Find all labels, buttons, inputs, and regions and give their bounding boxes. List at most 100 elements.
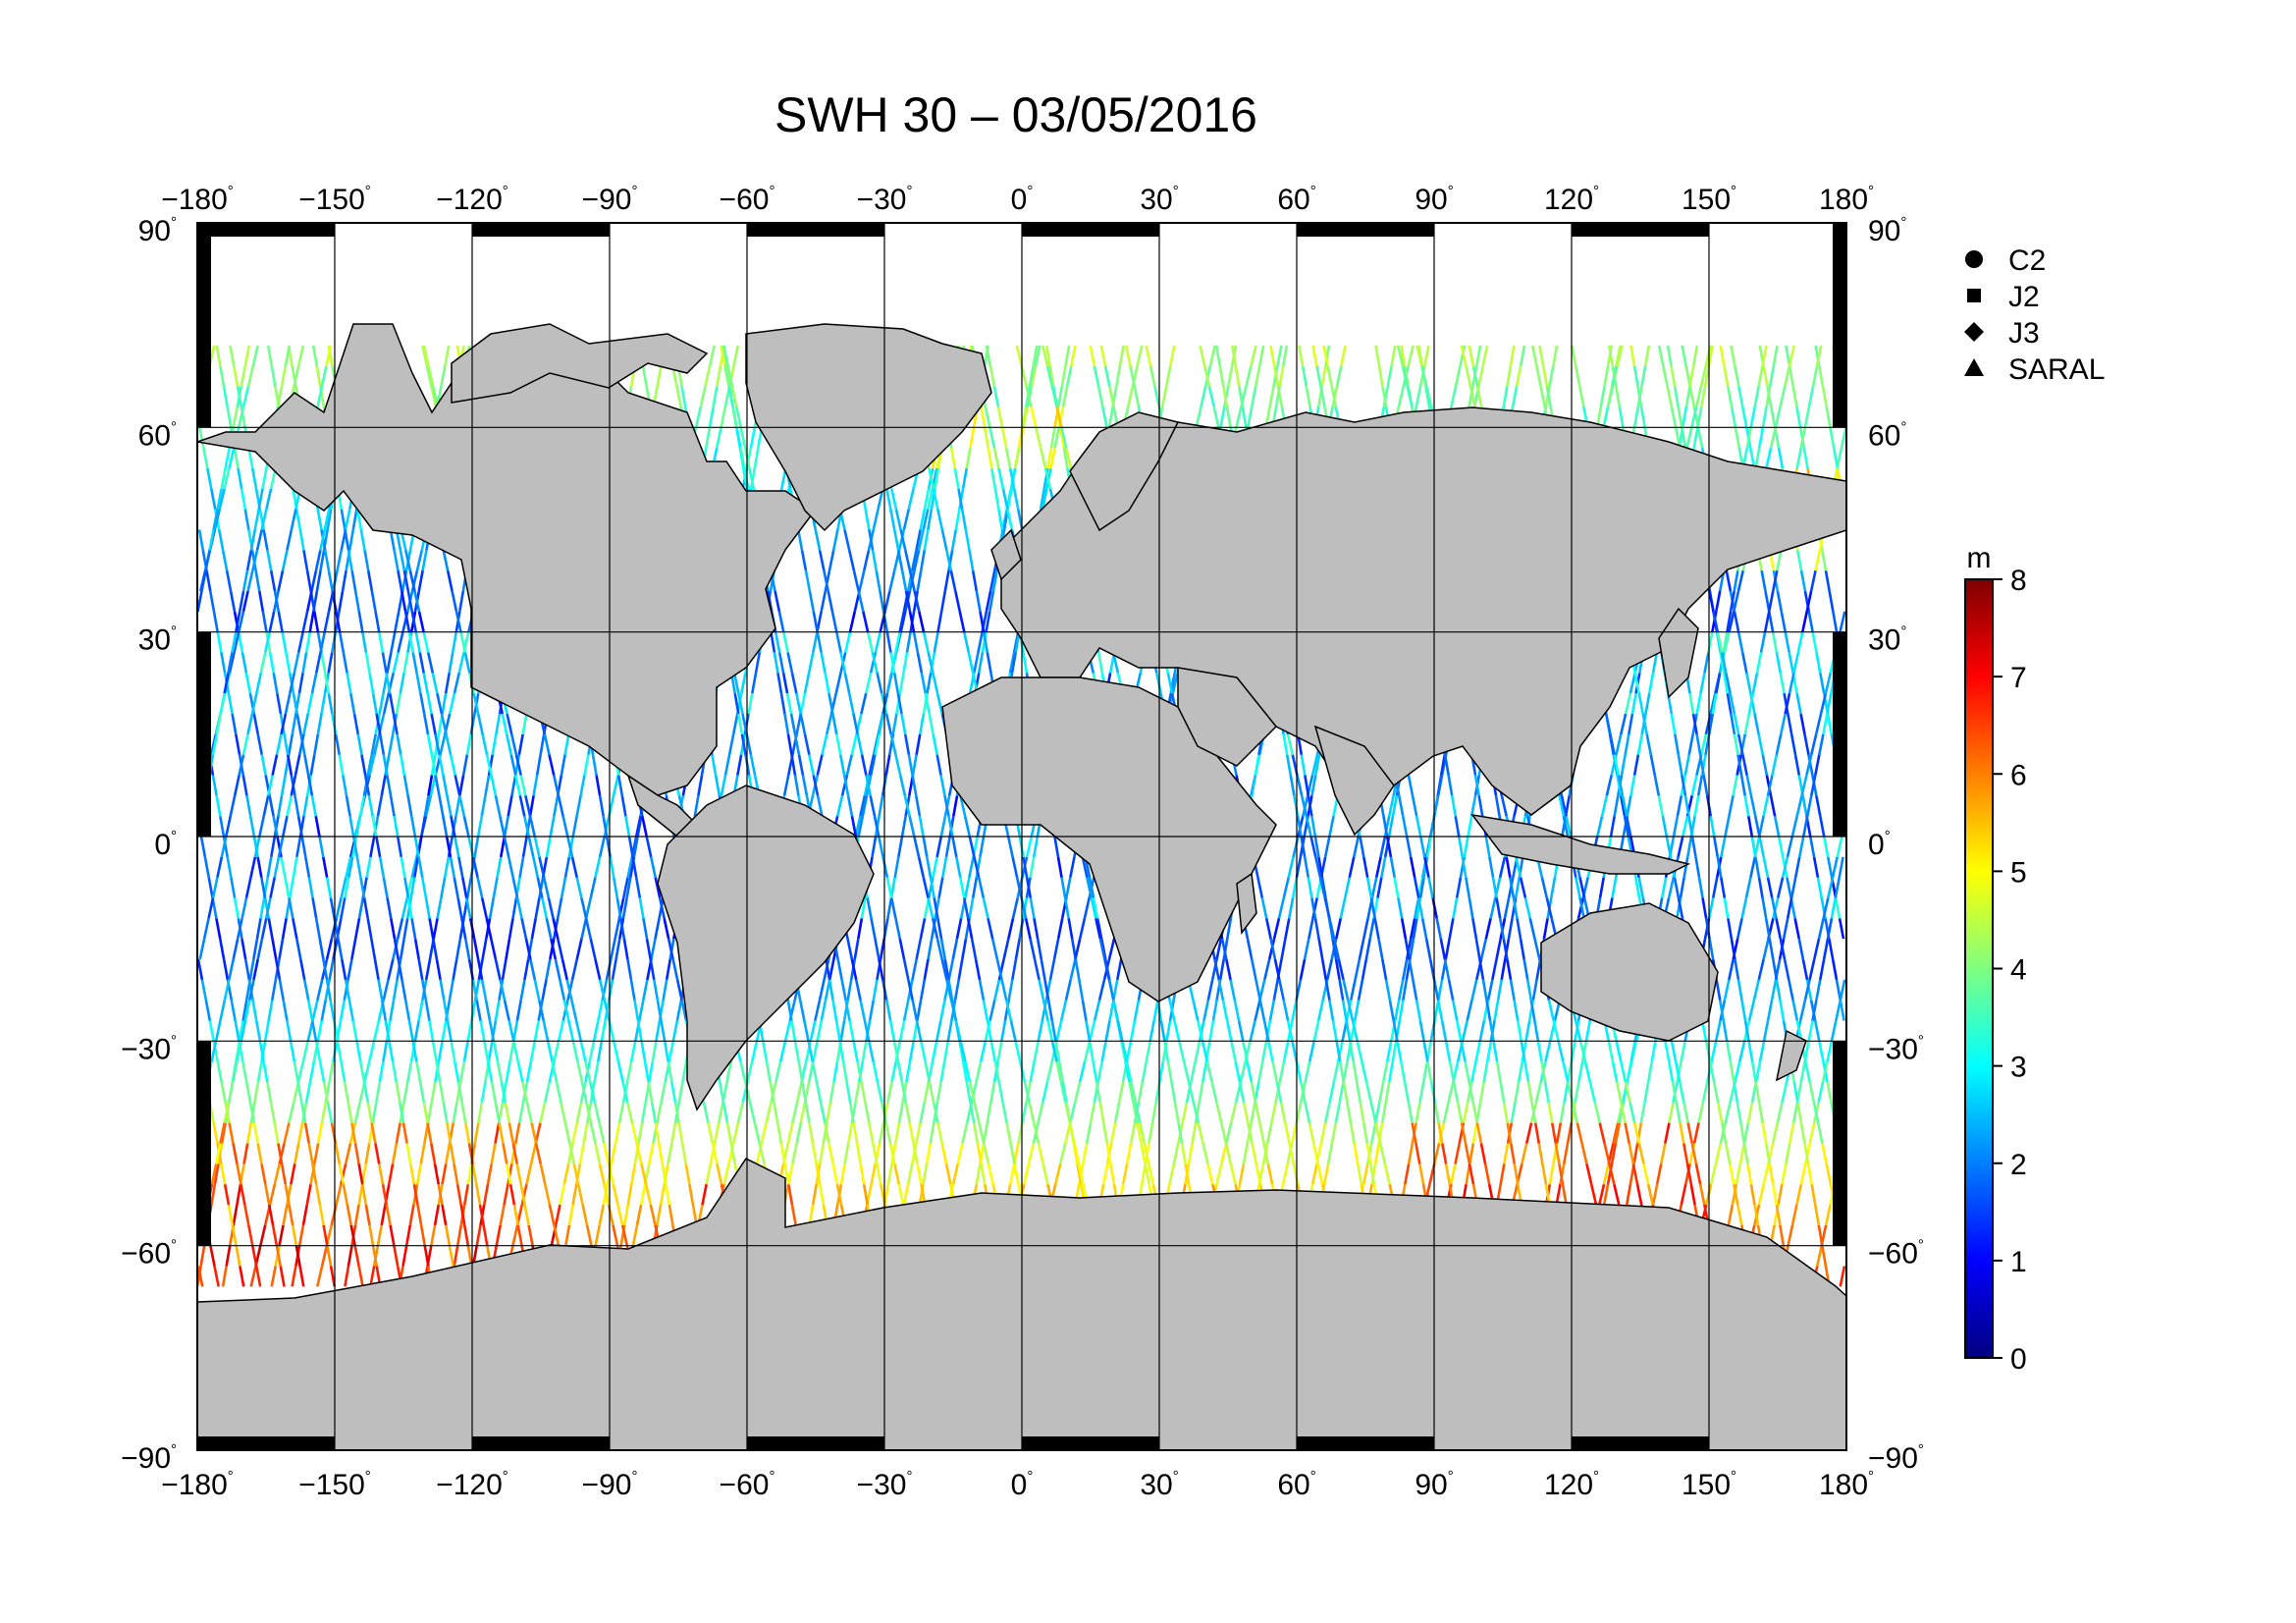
track-segment <box>1417 1163 1425 1185</box>
track-segment <box>405 1060 413 1083</box>
track-segment <box>1296 775 1304 796</box>
track-segment <box>1369 1122 1377 1144</box>
track-segment <box>1241 406 1248 428</box>
track-segment <box>1199 345 1206 367</box>
track-segment <box>859 1163 866 1185</box>
track-segment <box>1775 652 1783 674</box>
track-segment <box>1499 1163 1506 1185</box>
track-segment <box>818 550 826 571</box>
track-segment <box>1061 386 1069 407</box>
track-segment <box>304 1081 312 1104</box>
track-segment <box>400 979 407 1001</box>
track-segment <box>923 529 930 551</box>
track-segment <box>1050 386 1058 407</box>
track-segment <box>902 958 910 981</box>
track-segment <box>800 1081 808 1104</box>
track-segment <box>338 754 345 776</box>
track-segment <box>1115 958 1123 981</box>
track-segment <box>1093 1000 1101 1021</box>
track-segment <box>1768 611 1775 632</box>
track-segment <box>783 1020 792 1042</box>
track-segment <box>378 856 386 878</box>
track-segment <box>218 938 226 960</box>
track-segment <box>389 1000 396 1021</box>
track-segment <box>658 897 666 919</box>
track-segment <box>1083 1041 1092 1062</box>
track-segment <box>723 365 730 387</box>
track-segment <box>1305 815 1312 838</box>
track-segment <box>1369 897 1376 919</box>
track-segment <box>1095 1081 1102 1104</box>
track-segment <box>884 1122 892 1144</box>
track-segment <box>1615 345 1622 367</box>
track-segment <box>1478 1081 1485 1104</box>
track-segment <box>915 938 923 960</box>
track-segment <box>247 1224 254 1246</box>
track-segment <box>1783 692 1789 715</box>
track-segment <box>397 958 403 981</box>
track-segment <box>977 652 985 674</box>
track-segment <box>297 673 304 694</box>
track-segment <box>393 938 400 960</box>
track-segment <box>1268 386 1275 407</box>
track-segment <box>1818 365 1825 387</box>
track-segment <box>1786 877 1792 898</box>
track-segment <box>542 1020 550 1042</box>
track-segment <box>1383 1163 1391 1185</box>
track-segment <box>889 897 897 919</box>
track-segment <box>897 1183 905 1206</box>
track-segment <box>1313 836 1320 858</box>
track-segment <box>539 733 546 755</box>
track-segment <box>314 815 321 838</box>
track-segment <box>737 713 744 735</box>
track-segment <box>953 467 960 490</box>
track-segment <box>1412 918 1418 940</box>
track-segment <box>1281 345 1289 367</box>
track-segment <box>352 713 360 735</box>
track-segment <box>898 673 905 694</box>
track-segment <box>1309 836 1317 858</box>
track-segment <box>621 877 629 898</box>
track-segment <box>977 877 986 898</box>
track-segment <box>1181 1102 1189 1123</box>
track-segment <box>326 1102 334 1123</box>
track-segment <box>1834 897 1842 919</box>
track-segment <box>576 1183 584 1206</box>
track-segment <box>420 877 428 898</box>
track-segment <box>868 1041 875 1062</box>
track-segment <box>458 1060 466 1083</box>
track-segment <box>473 836 480 858</box>
track-segment <box>1396 1041 1403 1062</box>
track-segment <box>845 1081 852 1104</box>
track-segment <box>495 713 502 735</box>
track-segment <box>511 897 518 919</box>
track-segment <box>797 754 805 776</box>
track-segment <box>982 631 989 653</box>
track-segment <box>1485 1041 1493 1062</box>
track-segment <box>914 795 922 817</box>
track-segment <box>872 1060 880 1083</box>
track-segment <box>863 1020 871 1042</box>
track-segment <box>828 550 835 571</box>
track-segment <box>928 467 935 490</box>
track-segment <box>1831 958 1839 981</box>
track-segment <box>931 1041 938 1062</box>
track-segment <box>978 979 986 1001</box>
track-segment <box>1835 979 1842 1001</box>
track-segment <box>649 856 657 878</box>
track-segment <box>270 979 278 1001</box>
track-segment <box>791 1143 798 1164</box>
track-segment <box>1150 1102 1157 1123</box>
track-segment <box>1139 1122 1147 1144</box>
track-segment <box>452 1102 458 1123</box>
track-segment <box>319 550 326 571</box>
track-segment <box>908 569 916 592</box>
track-segment <box>1056 386 1064 407</box>
track-segment <box>353 1204 360 1226</box>
track-segment <box>911 1000 919 1021</box>
track-segment <box>1225 958 1232 981</box>
track-segment <box>1254 754 1260 776</box>
track-segment <box>1044 345 1052 367</box>
track-segment <box>563 856 571 878</box>
track-segment <box>932 856 938 878</box>
